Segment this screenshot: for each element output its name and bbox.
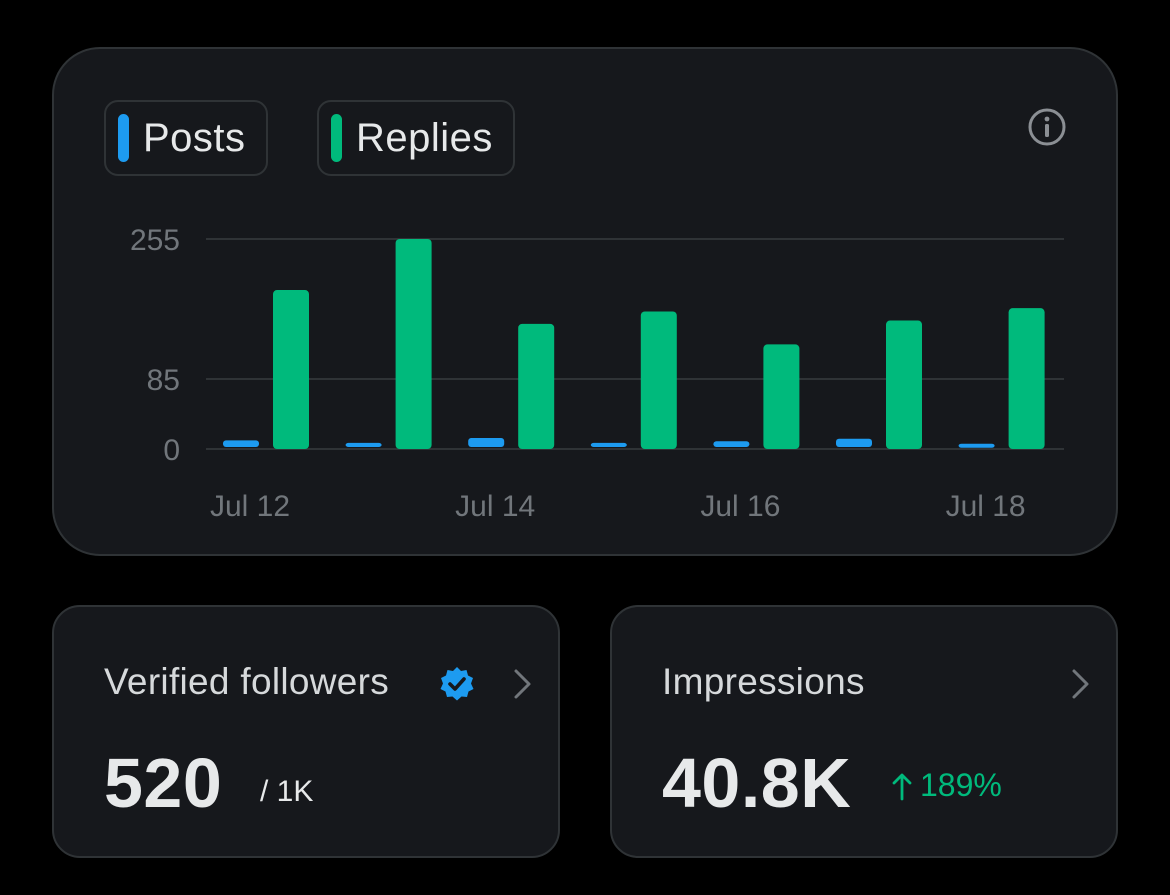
verified-followers-count: 520: [104, 744, 223, 822]
posts-bar: [958, 443, 995, 448]
x-tick-label: Jul 14: [455, 490, 535, 523]
chevron-right-icon: [512, 667, 534, 701]
verified-followers-card[interactable]: Verified followers 520 / 1K: [52, 605, 560, 858]
verified-followers-title: Verified followers: [104, 661, 390, 702]
posts-bar: [590, 442, 627, 447]
info-icon[interactable]: [1026, 106, 1068, 148]
replies-bar: [518, 323, 555, 449]
impressions-change: 189%: [890, 767, 1002, 804]
x-tick-label: Jul 12: [210, 490, 290, 523]
impressions-change-value: 189%: [920, 767, 1002, 803]
posts-bar: [345, 442, 382, 447]
impressions-count: 40.8K: [662, 744, 852, 822]
arrow-up-icon: [892, 773, 912, 800]
x-tick-label: Jul 18: [946, 490, 1026, 523]
replies-bar: [886, 320, 922, 449]
legend-posts-label: Posts: [143, 115, 246, 160]
engagement-chart-card: Posts Replies 0 85 255 Jul 12 Jul 14 Jul 16 Ju…: [52, 47, 1118, 556]
replies-bar: [640, 311, 677, 449]
legend-replies-toggle[interactable]: Replies: [317, 100, 515, 176]
replies-bar: [395, 239, 432, 449]
legend-replies-label: Replies: [356, 115, 493, 160]
replies-bar: [1008, 308, 1045, 449]
x-tick-label: Jul 16: [700, 490, 780, 523]
replies-bar: [273, 290, 309, 449]
chevron-right-icon: [1070, 667, 1092, 701]
y-tick-label: 0: [163, 434, 180, 467]
y-tick-label: 85: [147, 364, 180, 397]
impressions-title: Impressions: [662, 661, 865, 702]
impressions-card[interactable]: Impressions 40.8K 189%: [610, 605, 1118, 858]
y-tick-label: 255: [130, 224, 180, 257]
posts-swatch: [118, 114, 129, 162]
verified-followers-goal: / 1K: [260, 775, 314, 808]
replies-swatch: [331, 114, 342, 162]
verified-badge-icon: [438, 665, 476, 703]
posts-bar: [713, 441, 750, 447]
posts-bar: [223, 440, 259, 447]
bar-chart: 0 85 255 Jul 12 Jul 14 Jul 16 Jul 18: [130, 224, 1064, 523]
posts-bar: [468, 437, 505, 447]
legend-posts-toggle[interactable]: Posts: [104, 100, 268, 176]
replies-bar: [763, 344, 800, 449]
posts-bar: [836, 438, 872, 447]
